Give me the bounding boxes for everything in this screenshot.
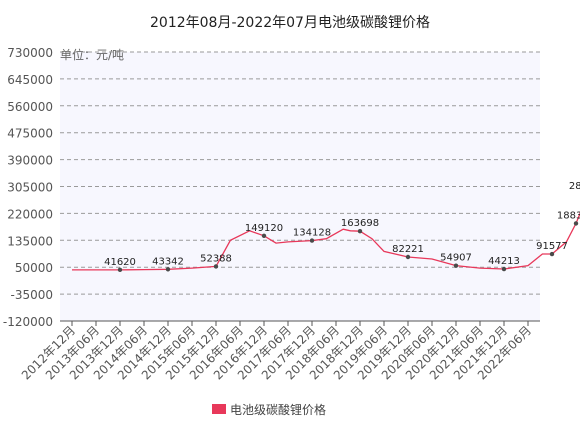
- y-axis: 730000 645000 560000 475000 390000 305000 2200…: [3, 46, 53, 329]
- data-label: 54907: [440, 253, 472, 264]
- data-point[interactable]: [549, 251, 555, 257]
- data-label: 52388: [200, 253, 232, 264]
- data-point[interactable]: [213, 264, 219, 269]
- y-tick-label: 730000: [7, 46, 53, 60]
- chart-title: 2012年08月-2022年07月电池级碳酸锂价格: [150, 15, 430, 31]
- y-tick-label: 50000: [15, 261, 53, 275]
- data-point[interactable]: [405, 254, 411, 260]
- data-point[interactable]: [357, 229, 363, 234]
- y-tick-label: -35000: [10, 288, 53, 302]
- data-label: 134128: [293, 228, 331, 239]
- data-labels: 41620 43342 52388 149120 134128 163698 82221 54…: [104, 181, 580, 268]
- legend[interactable]: 电池级碳酸锂价格: [212, 402, 326, 417]
- data-label: 43342: [152, 256, 184, 267]
- data-point[interactable]: [117, 267, 123, 273]
- data-label: 188324: [557, 210, 580, 221]
- data-label: 41620: [104, 257, 136, 268]
- data-label: 281098: [569, 181, 580, 192]
- data-point[interactable]: [501, 266, 507, 272]
- data-label: 91577: [536, 241, 568, 252]
- data-label: 44213: [488, 256, 520, 267]
- data-point[interactable]: [261, 233, 267, 239]
- series-layer: [72, 211, 580, 271]
- data-label: 149120: [245, 223, 283, 234]
- y-tick-label: 390000: [7, 154, 53, 168]
- y-tick-label: 135000: [7, 234, 53, 248]
- unit-label: 单位：元/吨: [60, 47, 124, 62]
- series-line: [72, 211, 580, 271]
- data-point[interactable]: [453, 263, 459, 268]
- y-tick-label: -120000: [3, 315, 53, 329]
- y-tick-label: 645000: [7, 73, 53, 87]
- y-tick-label: 560000: [7, 100, 53, 114]
- legend-label[interactable]: 电池级碳酸锂价格: [230, 402, 326, 417]
- data-label: 163698: [341, 218, 379, 229]
- data-point[interactable]: [309, 238, 315, 243]
- y-tick-label: 475000: [7, 127, 53, 141]
- y-tick-label: 220000: [7, 207, 53, 221]
- y-tick-label: 305000: [7, 181, 53, 195]
- data-label: 82221: [392, 244, 424, 255]
- data-point[interactable]: [573, 221, 579, 226]
- markers-layer: [117, 221, 579, 273]
- data-point[interactable]: [165, 267, 171, 272]
- legend-swatch[interactable]: [212, 404, 226, 414]
